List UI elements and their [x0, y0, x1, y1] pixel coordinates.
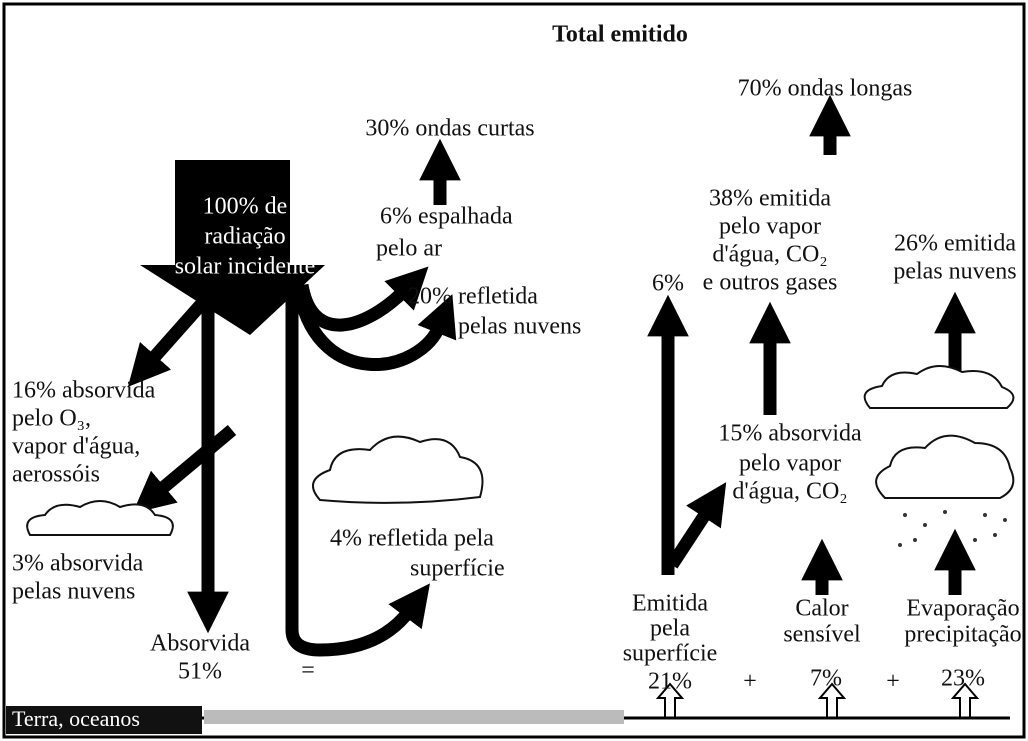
hollow-arrow	[655, 682, 685, 718]
label: radiação	[204, 224, 285, 250]
ground-box	[6, 706, 202, 734]
arrow	[127, 295, 210, 387]
operator: +	[886, 669, 900, 695]
cloud	[863, 365, 1015, 409]
label: 21%	[648, 669, 692, 695]
label: superfície	[410, 556, 505, 582]
label: 15% absorvida	[718, 421, 862, 447]
label: 6% espalhada	[380, 204, 513, 230]
label: Calor	[795, 596, 848, 622]
label: Emitida	[632, 591, 708, 617]
label: 51%	[178, 659, 222, 685]
label: vapor d'água,	[12, 434, 140, 460]
label: 26% emitida	[894, 231, 1016, 257]
ground-label: Terra, oceanos	[12, 706, 140, 731]
arrow	[285, 275, 430, 657]
arrow	[666, 482, 727, 569]
cloud	[875, 434, 1015, 499]
label: e outros gases	[703, 270, 838, 296]
arrows	[127, 94, 976, 657]
label: pelas nuvens	[458, 314, 581, 340]
label: 6%	[652, 271, 684, 297]
arrow	[132, 425, 237, 514]
label: Evaporação	[906, 596, 1019, 622]
label: pelo O₃,	[12, 406, 91, 432]
label: pelas nuvens	[12, 579, 135, 605]
cloud	[311, 435, 484, 504]
arrow	[293, 293, 457, 371]
operator: +	[743, 669, 757, 695]
label: 3% absorvida	[12, 551, 144, 577]
label: 100% de	[203, 194, 288, 220]
cloud	[26, 500, 174, 536]
label: aerossóis	[12, 462, 100, 488]
label: pelo vapor	[739, 451, 841, 477]
label: 4% refletida pela	[330, 526, 494, 552]
label: d'água, CO₂	[712, 242, 827, 268]
label: pelo ar	[376, 236, 442, 262]
label: 7%	[810, 666, 842, 692]
title: Total emitido	[552, 22, 688, 48]
label: pelas nuvens	[893, 259, 1016, 285]
label: solar incidente	[175, 254, 316, 280]
label: 70% ondas longas	[738, 76, 913, 102]
label: superfície	[623, 641, 718, 667]
label: 16% absorvida	[12, 378, 156, 404]
operator: =	[301, 658, 315, 684]
incident-arrow	[140, 160, 325, 335]
label: pelo vapor	[719, 214, 821, 240]
label: d'água, CO₂	[732, 479, 847, 505]
arrow	[295, 266, 429, 332]
label: precipitação	[904, 622, 1021, 648]
label: pela	[650, 616, 690, 642]
label: sensível	[783, 622, 861, 648]
ground-strip	[204, 710, 624, 724]
hollow-arrow	[817, 682, 847, 718]
hollow-arrow	[950, 682, 980, 718]
label: Absorvida	[150, 631, 250, 657]
label: 20% refletida	[408, 284, 538, 310]
label: 23%	[941, 666, 985, 692]
label: 38% emitida	[709, 186, 831, 212]
rain	[898, 510, 1007, 547]
label: 30% ondas curtas	[365, 116, 534, 142]
